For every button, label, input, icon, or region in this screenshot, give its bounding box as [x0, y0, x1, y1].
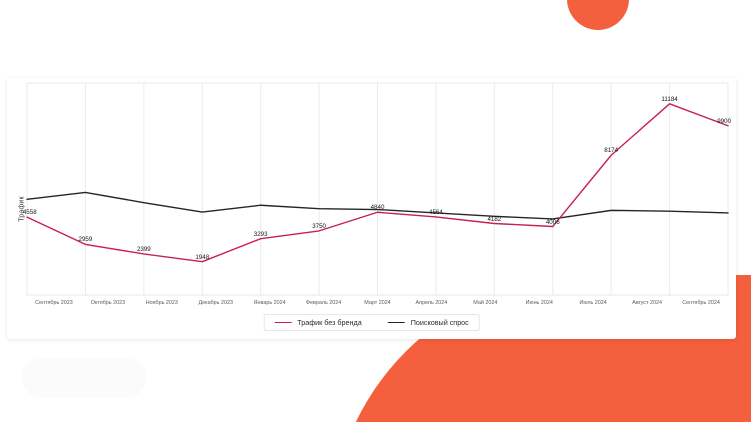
legend-label: Трафик без бренда: [297, 318, 362, 327]
data-point-label: 8174: [604, 147, 619, 155]
data-point-label: 4840: [370, 204, 385, 212]
x-axis-tick: Январь 2024: [253, 300, 286, 306]
data-point-label: 4006: [545, 218, 560, 226]
chart-inner: Трафик 4558 2959 2399 1948 3293 3750 4840 4564 4…: [7, 78, 736, 339]
legend-label: Поисковый спрос: [410, 318, 469, 327]
data-point-label: 2399: [136, 245, 151, 253]
data-point-label: 1948: [195, 253, 210, 261]
orange-circle-decoration: [567, 0, 629, 30]
data-point-label: 4182: [487, 215, 502, 223]
series-line-1: [27, 104, 728, 262]
data-point-label: 4564: [429, 208, 443, 216]
chart-card: Трафик 4558 2959 2399 1948 3293 3750 4840 4564 4…: [7, 78, 736, 339]
x-axis-tick: Август 2024: [632, 300, 662, 306]
x-axis-tick: Сентябрь 2024: [682, 300, 720, 306]
x-axis-tick: Июль 2024: [579, 300, 607, 306]
legend-line-swatch: [387, 322, 405, 323]
data-point-label: 3293: [253, 230, 268, 238]
legend-item-1[interactable]: Трафик без бренда: [274, 318, 362, 327]
x-axis-tick: Февраль 2024: [305, 300, 342, 306]
x-axis-tick: Июнь 2024: [525, 300, 553, 306]
x-axis-tick-labels: Сентябрь 2023 Октябрь 2023 Ноябрь 2023 Дека…: [27, 297, 728, 311]
data-point-label: 9900: [717, 117, 732, 125]
x-axis-tick: Ноябрь 2023: [145, 300, 178, 306]
data-point-label: 3750: [312, 222, 326, 230]
x-axis-tick: Сентябрь 2023: [35, 300, 73, 306]
legend-item-2[interactable]: Поисковый спрос: [387, 318, 469, 327]
chart-legend: Трафик без бренда Поисковый спрос: [263, 314, 480, 331]
data-point-label: 11184: [661, 95, 678, 103]
x-axis-tick: Апрель 2024: [415, 300, 448, 306]
plot-area: 4558 2959 2399 1948 3293 3750 4840 4564 4182 4006…: [23, 83, 732, 295]
legend-line-swatch: [274, 322, 292, 323]
x-axis-tick: Май 2024: [473, 300, 498, 306]
gray-pill-decoration: [22, 358, 146, 398]
data-point-label: 2959: [78, 236, 93, 244]
x-axis-tick: Март 2024: [364, 300, 391, 306]
x-axis-tick: Октябрь 2023: [90, 300, 126, 306]
data-point-label: 4558: [22, 209, 37, 217]
line-chart-svg: [27, 83, 728, 295]
x-axis-tick: Декабрь 2023: [198, 300, 233, 306]
series-line-2: [27, 192, 728, 219]
